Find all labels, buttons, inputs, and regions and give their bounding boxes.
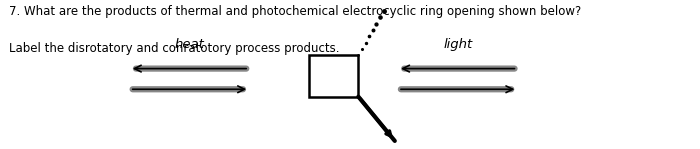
Text: heat: heat — [174, 38, 204, 51]
Bar — [309, 55, 358, 97]
Text: light: light — [443, 38, 473, 51]
Text: 7. What are the products of thermal and photochemical electrocyclic ring opening: 7. What are the products of thermal and … — [8, 5, 581, 18]
Text: Label the disrotatory and conratotory process products.: Label the disrotatory and conratotory pr… — [8, 42, 339, 55]
